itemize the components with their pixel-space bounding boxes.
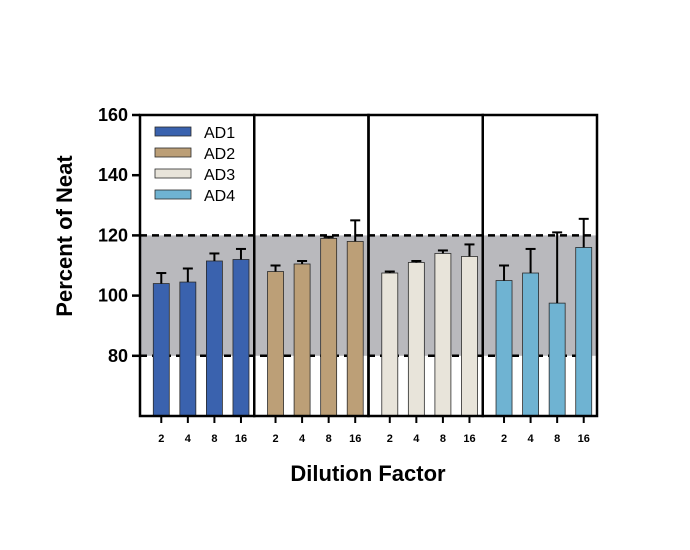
x-axis-title: Dilution Factor xyxy=(290,461,446,486)
x-tick-label: 4 xyxy=(528,433,535,445)
bar-AD4-8 xyxy=(548,302,566,417)
bar-AD4-4 xyxy=(522,272,539,417)
x-tick-label: 8 xyxy=(440,433,446,445)
bar-AD2-8 xyxy=(320,238,338,417)
bar-AD4-2 xyxy=(495,280,513,417)
x-tick-label: 2 xyxy=(272,433,278,445)
bar-AD3-2 xyxy=(381,272,399,417)
x-tick-label: 4 xyxy=(299,433,306,445)
x-tick-label: 8 xyxy=(326,433,332,445)
legend: AD1 AD2 AD3 AD4 xyxy=(154,125,235,205)
legend-swatch-AD1 xyxy=(154,126,192,137)
legend-swatch-AD2 xyxy=(154,147,192,158)
x-tick-label: 2 xyxy=(501,433,507,445)
y-tick-label: 100 xyxy=(98,286,128,306)
bar-AD3-16 xyxy=(461,256,478,417)
x-tick-label: 4 xyxy=(185,433,192,445)
y-tick-label: 140 xyxy=(98,165,128,185)
x-tick-label: 16 xyxy=(578,433,590,445)
y-tick-label: 160 xyxy=(98,105,128,125)
panel-frames-layer xyxy=(138,113,599,418)
x-tick-label: 8 xyxy=(211,433,217,445)
x-tick-label: 2 xyxy=(158,433,164,445)
x-tick-label: 8 xyxy=(554,433,560,445)
y-axis-ticks: 80 100 120 140 160 xyxy=(98,105,140,366)
bar-AD3-8 xyxy=(434,253,452,417)
error-bars-layer xyxy=(156,217,589,304)
x-tick-label: 2 xyxy=(387,433,393,445)
legend-swatch-AD3 xyxy=(154,168,192,179)
legend-label-AD4: AD4 xyxy=(204,188,235,205)
bar-AD3-4 xyxy=(407,262,425,417)
legend-swatch-AD4 xyxy=(154,189,192,200)
legend-label-AD1: AD1 xyxy=(204,125,235,142)
x-tick-label: 16 xyxy=(463,433,475,445)
y-tick-label: 80 xyxy=(108,346,128,366)
legend-label-AD2: AD2 xyxy=(204,146,235,163)
y-tick-label: 120 xyxy=(98,225,128,245)
bar-AD1-2 xyxy=(152,283,170,417)
bar-AD1-8 xyxy=(206,260,223,417)
bar-AD2-16 xyxy=(346,241,364,417)
x-tick-label: 16 xyxy=(349,433,361,445)
bar-AD2-2 xyxy=(267,271,284,417)
legend-label-AD3: AD3 xyxy=(204,167,235,184)
bar-AD4-16 xyxy=(575,247,593,417)
x-tick-label: 4 xyxy=(413,433,420,445)
x-tick-label: 16 xyxy=(235,433,247,445)
bars-layer xyxy=(152,238,593,417)
x-axis-ticks: 2 4 8 16 2 4 8 16 2 4 8 16 2 4 8 16 xyxy=(158,416,590,445)
panel-frame-AD4 xyxy=(481,113,599,418)
bar-AD2-4 xyxy=(293,263,311,417)
y-axis-title: Percent of Neat xyxy=(52,155,77,317)
bar-AD1-4 xyxy=(179,281,197,417)
bar-AD1-16 xyxy=(232,259,250,417)
